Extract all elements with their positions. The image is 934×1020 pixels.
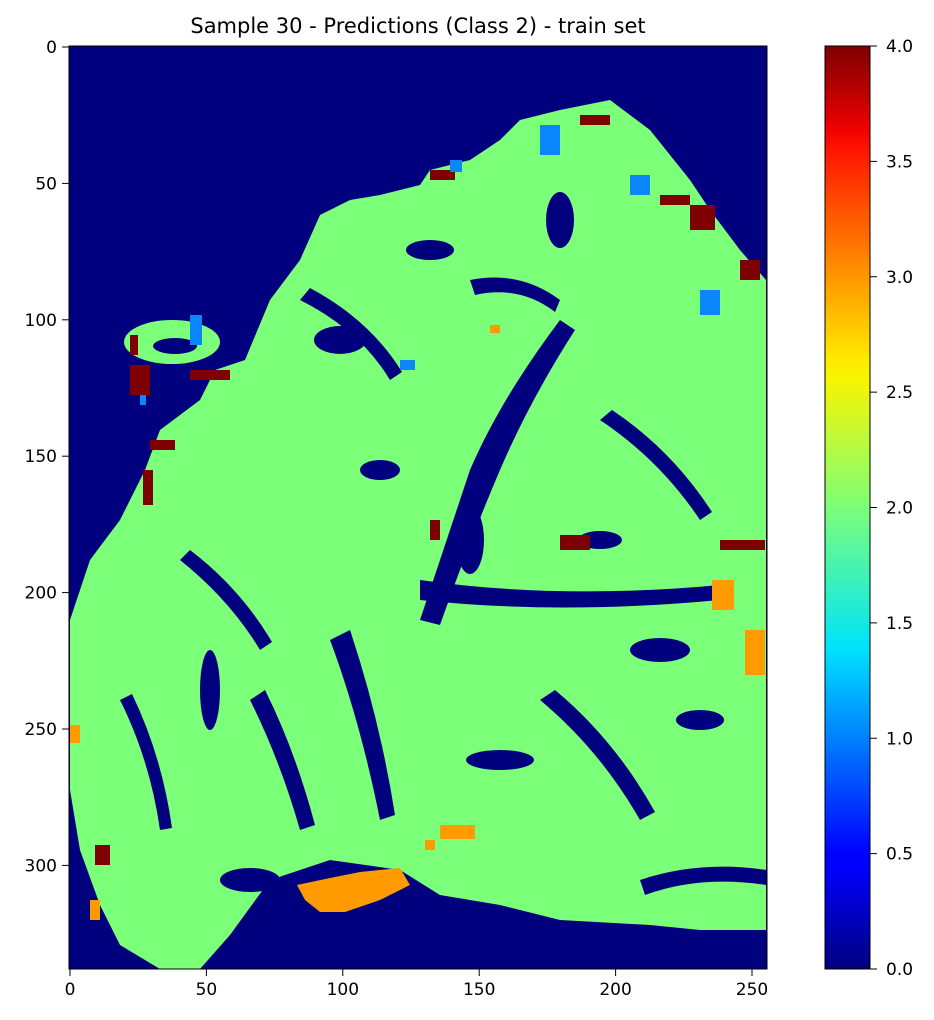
class-1-regions — [140, 125, 720, 405]
tissue-gaps — [120, 192, 766, 895]
colorbar-tick-label: 1.5 — [886, 614, 913, 634]
chart-title: Sample 30 - Predictions (Class 2) - trai… — [190, 14, 645, 38]
x-tick-label: 200 — [599, 980, 631, 1000]
colorbar-tick-label: 2.0 — [886, 499, 913, 519]
colorbar-tick-label: 0.5 — [886, 845, 913, 865]
x-tick-label: 250 — [736, 980, 768, 1000]
colorbar — [824, 45, 871, 970]
colorbar-tick-label: 2.5 — [886, 383, 913, 403]
colorbar-tick-label: 4.0 — [886, 37, 913, 57]
class-4-regions — [95, 115, 765, 865]
x-tick-label: 0 — [65, 980, 76, 1000]
colorbar-tick-label: 0.0 — [886, 960, 913, 980]
x-tick-label: 150 — [463, 980, 495, 1000]
colorbar-axis: 0.0 0.5 1.0 1.5 2.0 2.5 3.0 3.5 4.0 — [870, 37, 913, 980]
y-tick-label: 200 — [25, 584, 57, 604]
x-axis: 0 50 100 150 200 250 — [65, 969, 768, 1000]
y-tick-label: 150 — [25, 447, 57, 467]
axes-frame — [68, 45, 768, 970]
y-tick-label: 250 — [25, 720, 57, 740]
colorbar-tick-label: 1.0 — [886, 729, 913, 749]
x-tick-label: 50 — [196, 980, 218, 1000]
colorbar-tick-label: 3.5 — [886, 152, 913, 172]
class-3-regions — [70, 325, 765, 920]
y-tick-label: 50 — [35, 174, 57, 194]
colorbar-tick-label: 3.0 — [886, 268, 913, 288]
x-tick-label: 100 — [327, 980, 359, 1000]
y-axis: 0 50 100 150 200 250 300 — [25, 38, 69, 876]
heatmap-image — [69, 46, 767, 969]
tissue-region — [70, 100, 766, 969]
y-tick-label: 0 — [46, 38, 57, 58]
y-tick-label: 100 — [25, 311, 57, 331]
y-tick-label: 300 — [25, 856, 57, 876]
